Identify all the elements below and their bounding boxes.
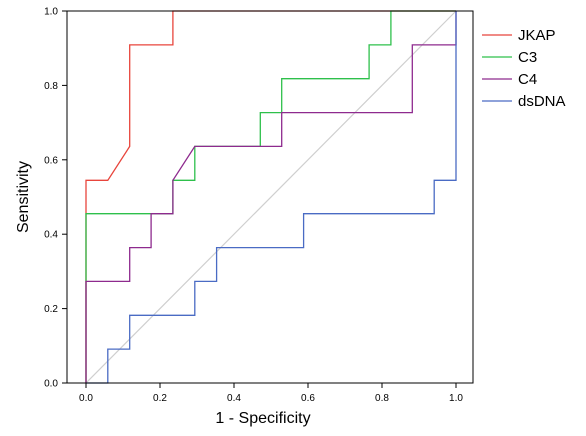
series-line-dsdna	[86, 11, 457, 384]
y-tick-label: 0.2	[44, 304, 58, 315]
x-axis-ticks: 0.0 0.2 0.4 0.6 0.8 1.0	[79, 383, 463, 404]
x-tick-label: 1.0	[449, 393, 463, 404]
series-line-jkap	[85, 10, 456, 383]
y-tick-label: 0.6	[44, 155, 58, 166]
x-axis-title: 1 - Specificity	[215, 410, 310, 427]
legend-label-c4: C4	[518, 71, 537, 88]
reference-line-layer	[85, 10, 457, 384]
legend-label-c3: C3	[518, 49, 537, 66]
x-tick-label: 0.0	[79, 393, 93, 404]
x-tick-label: 0.4	[227, 393, 241, 404]
y-tick-label: 0.4	[44, 230, 58, 241]
y-tick-label: 1.0	[44, 7, 58, 18]
series-line-c4	[85, 11, 457, 383]
y-axis-ticks: 0.0 0.2 0.4 0.6 0.8 1.0	[44, 7, 67, 390]
plot-frame	[66, 10, 474, 384]
y-tick-label: 0.0	[44, 379, 58, 390]
x-tick-label: 0.8	[375, 393, 389, 404]
legend-label-jkap: JKAP	[518, 27, 556, 44]
y-tick-label: 0.8	[44, 81, 58, 92]
x-tick-label: 0.2	[153, 393, 167, 404]
legend-label-dsdna: dsDNA	[518, 93, 566, 110]
x-tick-label: 0.6	[301, 393, 315, 404]
reference-diagonal-line	[85, 10, 457, 384]
legend: JKAP C3 C4 dsDNA	[482, 27, 566, 110]
y-axis-title: Sensitivity	[15, 161, 32, 233]
series-layer	[85, 10, 457, 384]
